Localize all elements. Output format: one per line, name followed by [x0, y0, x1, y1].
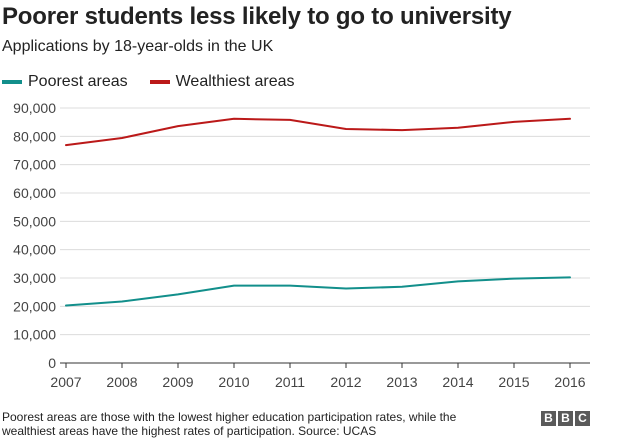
y-tick-label: 80,000: [13, 128, 56, 144]
x-tick-label: 2009: [162, 374, 193, 390]
x-tick-label: 2014: [442, 374, 473, 390]
y-tick-label: 60,000: [13, 185, 56, 201]
series-line-poorest: [65, 276, 571, 307]
bbc-logo: B B C: [541, 411, 592, 426]
footnote: Poorest areas are those with the lowest …: [2, 410, 457, 438]
x-tick-label: 2012: [330, 374, 361, 390]
legend-label-poorest: Poorest areas: [28, 73, 128, 90]
legend-label-wealthiest: Wealthiest areas: [175, 73, 295, 90]
x-tick-label: 2016: [554, 374, 585, 390]
y-tick-label: 20,000: [13, 298, 56, 314]
bbc-logo-letter-b1: B: [541, 411, 556, 426]
x-tick-label: 2011: [275, 374, 305, 390]
legend-swatch-poorest: [2, 80, 22, 84]
legend-item-wealthiest: Wealthiest areas: [149, 73, 295, 91]
y-tick-label: 50,000: [13, 213, 56, 229]
legend: Poorest areas Wealthiest areas: [2, 72, 316, 92]
legend-item-poorest: Poorest areas: [2, 73, 128, 91]
chart-title: Poorer students less likely to go to uni…: [2, 3, 512, 30]
x-tick-label: 2007: [50, 374, 81, 390]
y-tick-label: 70,000: [13, 157, 56, 173]
x-tick-label: 2010: [218, 374, 249, 390]
y-tick-label: 30,000: [13, 270, 56, 286]
x-tick-label: 2013: [386, 374, 417, 390]
legend-swatch-wealthiest: [149, 80, 170, 84]
y-tick-label: 40,000: [13, 242, 56, 258]
y-tick-label: 0: [48, 355, 56, 371]
x-tick-label: 2015: [498, 374, 529, 390]
y-tick-label: 10,000: [13, 327, 56, 343]
line-chart: 0 10,000 20,000 30,000 40,000 50,000 60,000 70,…: [13, 100, 590, 390]
y-tick-label: 90,000: [13, 100, 56, 116]
series-line-wealthiest: [65, 117, 571, 147]
x-tick-label: 2008: [106, 374, 137, 390]
chart-subtitle: Applications by 18-year-olds in the UK: [2, 38, 274, 55]
bbc-logo-letter-c: C: [575, 411, 590, 426]
bbc-logo-letter-b2: B: [558, 411, 573, 426]
